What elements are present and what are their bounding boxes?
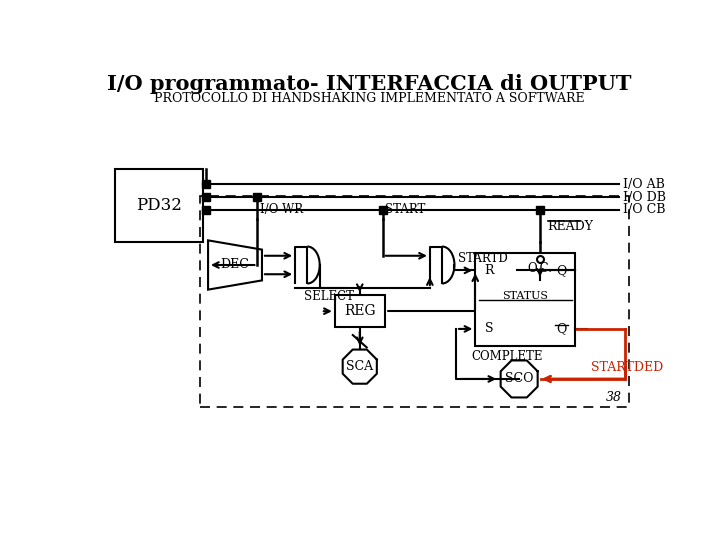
Text: I/O WR: I/O WR — [260, 202, 303, 215]
Bar — [295, 247, 320, 284]
Text: O.C.: O.C. — [528, 261, 552, 274]
Text: REG: REG — [344, 304, 376, 318]
Text: PD32: PD32 — [136, 197, 182, 214]
Polygon shape — [208, 240, 262, 289]
Bar — [115, 168, 204, 242]
Text: R: R — [485, 264, 494, 277]
Text: START: START — [385, 202, 426, 215]
Text: SCO: SCO — [505, 373, 534, 386]
Text: I/O DB: I/O DB — [623, 191, 666, 204]
Text: 38: 38 — [606, 390, 621, 403]
Polygon shape — [343, 349, 377, 384]
Polygon shape — [500, 361, 538, 397]
Text: PROTOCOLLO DI HANDSHAKING IMPLEMENTATO A SOFTWARE: PROTOCOLLO DI HANDSHAKING IMPLEMENTATO A… — [153, 92, 585, 105]
Text: DEC: DEC — [220, 259, 249, 272]
Text: I/O AB: I/O AB — [623, 178, 665, 191]
Text: Q: Q — [557, 322, 567, 335]
Text: READY: READY — [548, 220, 593, 233]
Text: I/O programmato- INTERFACCIA di OUTPUT: I/O programmato- INTERFACCIA di OUTPUT — [107, 74, 631, 94]
Bar — [475, 253, 575, 346]
Text: COMPLETE: COMPLETE — [472, 350, 543, 363]
Text: STARTDED: STARTDED — [590, 361, 663, 374]
Bar — [335, 295, 384, 327]
Text: STARTD: STARTD — [457, 252, 508, 265]
Text: Q: Q — [557, 264, 567, 277]
Text: S: S — [485, 322, 493, 335]
Text: I/O CB: I/O CB — [623, 203, 665, 216]
Text: SCA: SCA — [346, 360, 374, 373]
Text: STATUS: STATUS — [503, 291, 549, 301]
Text: SELECT: SELECT — [304, 291, 354, 303]
Bar — [199, 195, 629, 408]
Bar — [430, 247, 454, 284]
